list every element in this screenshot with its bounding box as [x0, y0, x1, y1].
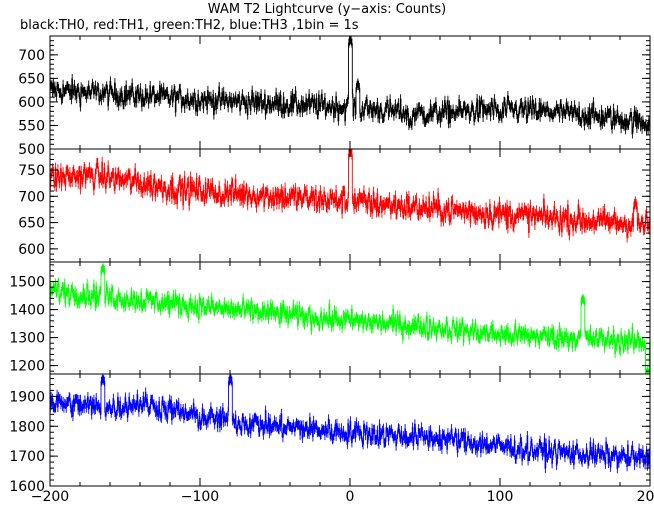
x-tick-label: 100 — [487, 489, 514, 505]
y-tick-label: 500 — [18, 142, 45, 158]
y-tick-label: 650 — [18, 71, 45, 87]
x-tick-label: 200 — [637, 489, 654, 505]
chart-subtitle: black:TH0, red:TH1, green:TH2, blue:TH3 … — [20, 18, 359, 33]
panel-th2: 1200 1300 1400 1500 — [9, 261, 651, 375]
y-tick-label: 1300 — [9, 331, 45, 347]
y-tick-label: 750 — [18, 163, 45, 179]
y-tick-label: 550 — [18, 118, 45, 134]
x-tick-label: −100 — [181, 489, 219, 505]
y-tick-label: 1400 — [9, 303, 45, 319]
y-tick-label: 700 — [18, 189, 45, 205]
y-tick-label: 1200 — [9, 359, 45, 375]
y-tick-label: 700 — [18, 48, 45, 64]
x-tick-label: −200 — [31, 489, 69, 505]
series-line-th3 — [50, 374, 650, 474]
series-line-th1 — [50, 149, 650, 243]
y-tick-label: 1500 — [9, 275, 45, 291]
panel-th1: 600 650 700 750 — [18, 148, 651, 263]
series-line-th0 — [50, 36, 650, 139]
chart-title: WAM T2 Lightcurve (y−axis: Counts) — [207, 2, 447, 17]
y-tick-label: 650 — [18, 216, 45, 232]
series-line-th2 — [50, 263, 650, 374]
y-tick-label: 1900 — [9, 389, 45, 405]
x-tick-label: 0 — [346, 489, 355, 505]
y-tick-label: 600 — [18, 242, 45, 258]
y-tick-label: 600 — [18, 95, 45, 111]
y-tick-label: 1800 — [9, 419, 45, 435]
y-tick-label: 1600 — [9, 479, 45, 495]
panel-th3: 1600 1700 1800 1900 — [9, 373, 651, 495]
panel-th0: 500 550 600 650 700 — [18, 35, 651, 158]
y-tick-label: 1700 — [9, 449, 45, 465]
